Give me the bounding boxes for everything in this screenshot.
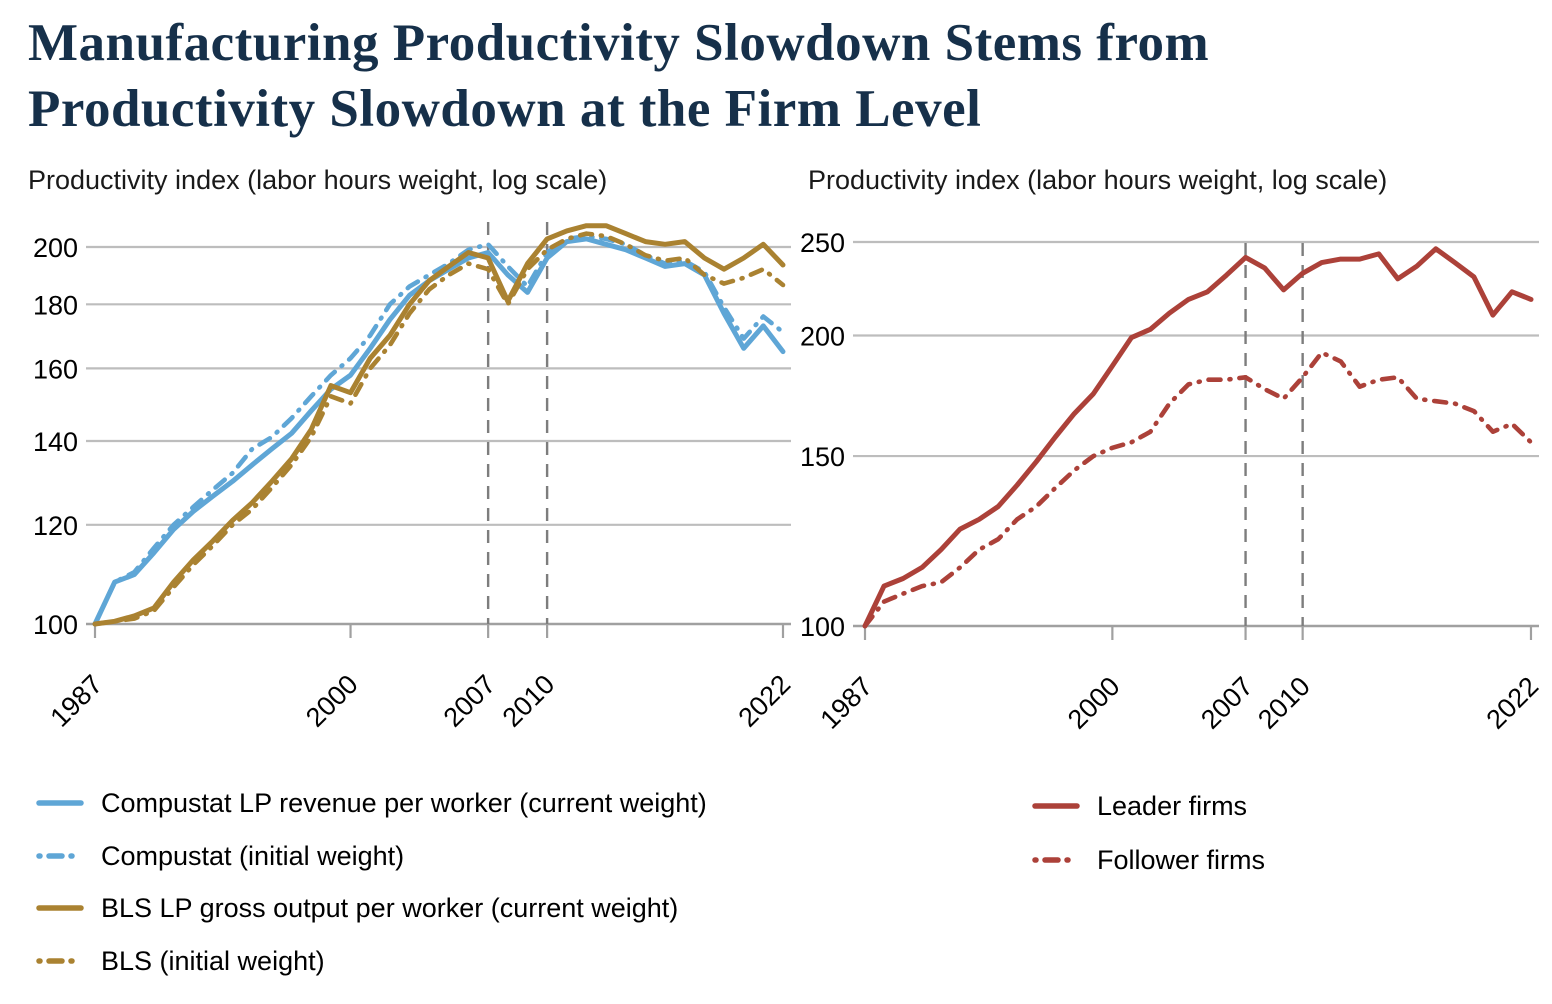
legend-label: Leader firms <box>1097 790 1248 821</box>
legend-item-bls-current: BLS LP gross output per worker (current … <box>36 891 678 925</box>
legend-item-leader-firms: Leader firms <box>1032 789 1247 823</box>
y-axis-tick-label: 200 <box>800 322 845 352</box>
legend-label: Follower firms <box>1097 844 1266 875</box>
dashed-red-line-icon <box>1032 857 1080 863</box>
legend-label: BLS LP gross output per worker (current … <box>101 892 679 923</box>
legend-item-bls-initial: BLS (initial weight) <box>36 944 325 978</box>
bls-lp-gross-output-per-worker-current-weight-line <box>92 223 786 627</box>
figure-title-line2: Productivity Slowdown at the Firm Level <box>28 80 982 138</box>
x-axis-tick-label: 1987 <box>815 671 879 735</box>
compustat-initial-weight-line <box>92 233 786 627</box>
legend-item-compustat-current: Compustat LP revenue per worker (current… <box>36 786 707 820</box>
solid-blue-line-icon <box>36 800 84 806</box>
compustat-lp-revenue-per-worker-current-weight-line <box>92 236 786 627</box>
y-axis-tick-label: 150 <box>800 442 845 472</box>
x-axis-tick-label: 1987 <box>45 669 109 733</box>
y-axis-tick-label: 200 <box>33 233 78 263</box>
solid-red-line-icon <box>1032 803 1080 809</box>
y-axis-tick-label: 250 <box>800 228 845 258</box>
right-chart-axis-title: Productivity index (labor hours weight, … <box>808 165 1388 195</box>
left-chart-axis-title: Productivity index (labor hours weight, … <box>28 165 608 195</box>
legend-label: BLS (initial weight) <box>101 945 325 976</box>
y-axis-tick-label: 140 <box>33 427 78 457</box>
leader-firms-line <box>862 246 1534 629</box>
x-axis-tick-label: 2000 <box>300 669 364 733</box>
y-axis-tick-label: 180 <box>33 290 78 320</box>
figure-title-line1: Manufacturing Productivity Slowdown Stem… <box>28 14 1210 72</box>
figure-title: Manufacturing Productivity Slowdown Stem… <box>28 10 1209 142</box>
x-axis-tick-label: 2010 <box>1252 671 1316 735</box>
legend-item-compustat-initial: Compustat (initial weight) <box>36 839 404 873</box>
y-axis-tick-label: 100 <box>33 610 78 640</box>
y-axis-tick-label: 120 <box>33 511 78 541</box>
x-axis-tick-label: 2022 <box>733 669 797 733</box>
y-axis-tick-label: 100 <box>800 612 845 642</box>
x-axis-tick-label: 2010 <box>497 669 561 733</box>
legend-label: Compustat LP revenue per worker (current… <box>101 787 707 818</box>
legend-label: Compustat (initial weight) <box>101 840 405 871</box>
x-axis-tick-label: 2007 <box>1195 671 1259 735</box>
bls-initial-weight-line <box>92 231 786 627</box>
legend-item-follower-firms: Follower firms <box>1032 843 1265 877</box>
dashed-blue-line-icon <box>36 853 84 859</box>
x-axis-tick-label: 2007 <box>438 669 502 733</box>
x-axis-tick-label: 2022 <box>1481 671 1545 735</box>
x-axis-tick-label: 2000 <box>1062 671 1126 735</box>
dashed-gold-line-icon <box>36 958 84 964</box>
follower-firms-line <box>862 350 1534 629</box>
y-axis-tick-label: 160 <box>33 354 78 384</box>
solid-gold-line-icon <box>36 905 84 911</box>
